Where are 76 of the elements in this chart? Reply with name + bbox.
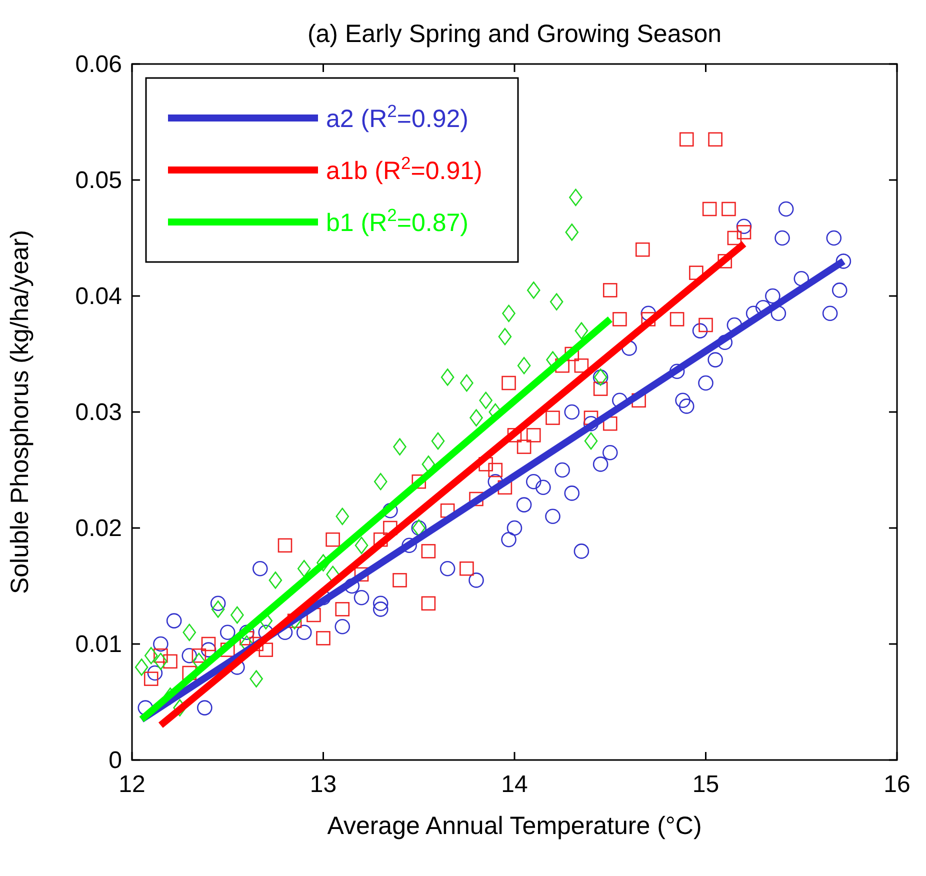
point (498, 328, 512, 346)
point (326, 532, 340, 547)
point (612, 312, 627, 326)
point (316, 631, 330, 646)
point (421, 596, 436, 611)
text: b1 (R$^{2}$=0.87) (326, 205, 468, 237)
point (460, 561, 474, 576)
point (440, 368, 454, 386)
y-tick-label: 0 (108, 747, 122, 774)
point (602, 283, 618, 298)
point (431, 432, 445, 450)
point (698, 318, 713, 332)
point (192, 648, 206, 663)
point (182, 624, 196, 642)
point (163, 654, 178, 669)
point (201, 636, 216, 652)
point (635, 242, 650, 257)
y-tick-label: 0.05 (75, 167, 122, 194)
x-axis-title: Average Annual Temperature (°C) (327, 812, 702, 840)
point (708, 132, 722, 147)
point (565, 224, 579, 241)
point (421, 544, 436, 558)
point (488, 462, 503, 478)
point (268, 572, 282, 589)
y-tick-label: 0.02 (75, 515, 122, 542)
point (422, 456, 436, 473)
x-tick-label: 15 (692, 771, 720, 798)
point (593, 382, 608, 396)
point (154, 648, 168, 663)
text: a2 (R$^{2}$=0.92) (326, 101, 468, 133)
point (250, 670, 263, 688)
point (722, 202, 736, 216)
x-tick-label: 16 (884, 771, 910, 798)
point (516, 440, 532, 454)
text: a1b (R$^{2}$=0.91) (326, 153, 482, 185)
point (574, 322, 588, 340)
x-tick-label: 12 (118, 771, 146, 798)
point (546, 410, 560, 425)
point (502, 304, 516, 322)
y-tick-label: 0.01 (75, 631, 122, 658)
point (336, 508, 350, 526)
point (526, 282, 540, 299)
point (526, 428, 541, 442)
point (230, 606, 244, 624)
y-tick-label: 0.04 (75, 283, 122, 310)
point (584, 432, 598, 450)
chart-title: (a) Early Spring and Growing Season (307, 20, 722, 48)
point (502, 376, 516, 390)
y-tick-label: 0.03 (75, 399, 122, 426)
point (393, 438, 406, 456)
point (736, 225, 752, 240)
point (550, 293, 564, 310)
point (134, 658, 148, 676)
point (702, 202, 717, 216)
point (479, 392, 492, 410)
point (392, 573, 407, 588)
y-tick-label: 0.06 (75, 51, 122, 78)
point (297, 560, 311, 578)
y-axis-title: Soluble Phosphorus (kg/ha/year) (6, 230, 34, 594)
point (354, 536, 368, 554)
point (727, 230, 742, 246)
point (569, 188, 582, 206)
x-tick-label: 13 (310, 771, 337, 798)
point (144, 672, 158, 686)
point (278, 538, 292, 553)
point (144, 646, 158, 664)
point (374, 472, 388, 490)
point (470, 409, 483, 426)
point (670, 312, 684, 326)
x-tick-label: 14 (501, 771, 528, 798)
point (679, 132, 694, 147)
point (211, 600, 225, 618)
point (517, 356, 531, 374)
point (460, 374, 474, 392)
point (335, 602, 350, 616)
point (154, 652, 168, 670)
